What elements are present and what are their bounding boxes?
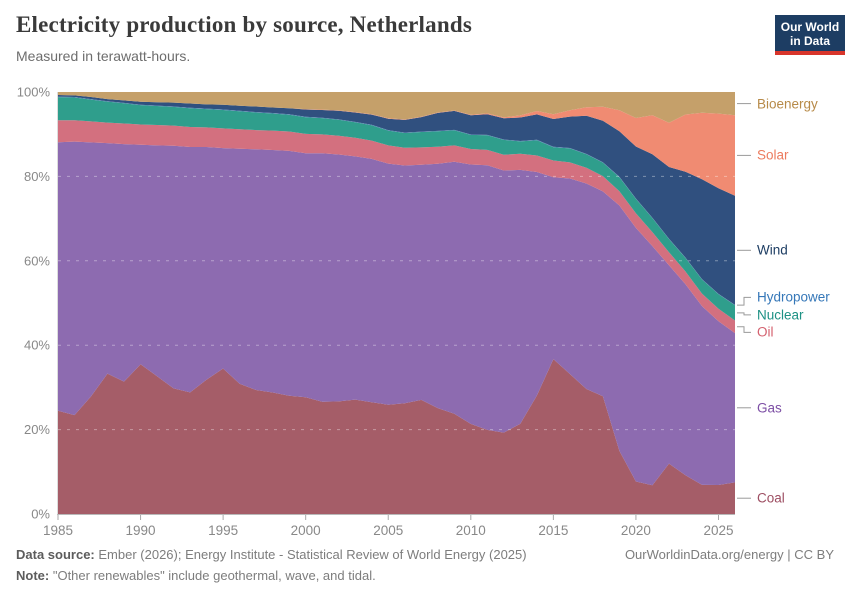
data-source-text: Ember (2026); Energy Institute - Statist… (98, 547, 527, 562)
chart-subtitle: Measured in terawatt-hours. (16, 48, 191, 64)
data-source-note: Data source: Ember (2026); Energy Instit… (16, 547, 527, 562)
area-nuclear[interactable] (58, 97, 735, 321)
x-tick-label: 2000 (291, 523, 321, 538)
legend-label-hydropower[interactable]: Hydropower (757, 289, 830, 305)
footnote-label: Note: (16, 568, 50, 583)
x-axis: 1985 1990 1995 2000 2005 2010 2015 2020 2025 (43, 514, 735, 538)
plot-areas[interactable] (58, 92, 735, 514)
owid-logo[interactable]: Our World in Data (775, 15, 845, 55)
area-oil[interactable] (58, 120, 735, 334)
page-title: Electricity production by source, Nether… (16, 12, 472, 37)
legend-label-solar[interactable]: Solar (757, 147, 789, 163)
x-tick-label: 2010 (456, 523, 486, 538)
y-tick-label: 20% (24, 422, 50, 437)
legend-label-wind[interactable]: Wind (757, 242, 788, 258)
y-axis: 0% 20% 40% 60% 80% 100% (17, 85, 58, 522)
owid-logo-line1: Our World (780, 20, 840, 34)
area-wind[interactable] (58, 95, 735, 305)
x-tick-label: 2005 (373, 523, 403, 538)
owid-logo-line2: in Data (789, 34, 830, 48)
legend-label-oil[interactable]: Oil (757, 324, 774, 340)
y-tick-label: 80% (24, 169, 50, 184)
area-gas[interactable] (58, 141, 735, 486)
area-bioenergy[interactable] (58, 92, 735, 123)
x-tick-label: 1995 (208, 523, 238, 538)
owid-url-license[interactable]: OurWorldinData.org/energy | CC BY (624, 547, 834, 562)
y-tick-label: 0% (31, 507, 50, 522)
area-coal[interactable] (58, 359, 735, 514)
legend-label-gas[interactable]: Gas (757, 400, 782, 416)
legend-label-coal[interactable]: Coal (757, 490, 785, 506)
x-tick-label: 2015 (538, 523, 568, 538)
data-source-label: Data source: (16, 547, 95, 562)
footnote: Note: "Other renewables" include geother… (16, 568, 834, 583)
x-tick-label: 2020 (621, 523, 651, 538)
x-tick-label: 1985 (43, 523, 73, 538)
legend-connectors (737, 103, 751, 499)
x-tick-label: 1990 (126, 523, 156, 538)
y-tick-label: 60% (24, 253, 50, 268)
x-tick-label: 2025 (703, 523, 733, 538)
footnote-text: "Other renewables" include geothermal, w… (52, 568, 376, 583)
y-tick-label: 40% (24, 338, 50, 353)
legend-label-nuclear[interactable]: Nuclear (757, 307, 804, 323)
chart-footer: Data source: Ember (2026); Energy Instit… (16, 547, 834, 583)
legend-label-bioenergy[interactable]: Bioenergy (757, 96, 818, 112)
y-tick-label: 100% (17, 85, 51, 100)
